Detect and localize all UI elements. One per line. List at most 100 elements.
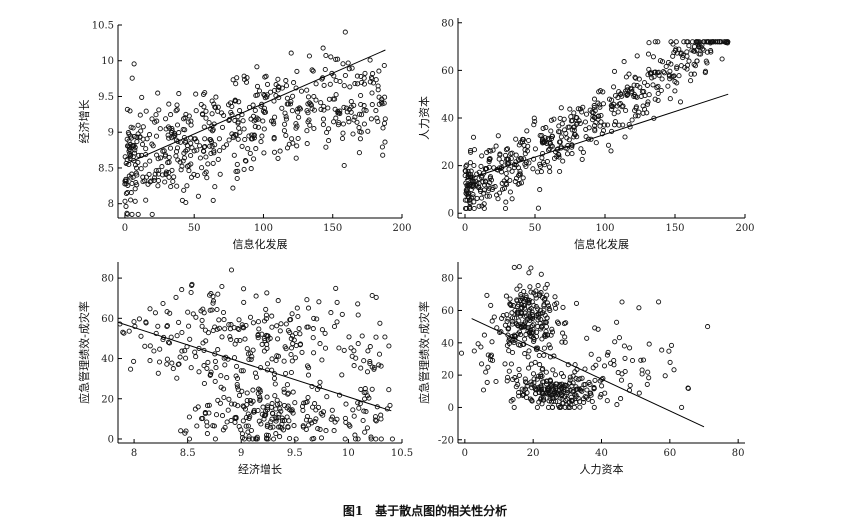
scatter-point [499,315,505,321]
scatter-point [612,339,618,345]
scatter-point [665,83,671,89]
scatter-point [597,104,603,110]
scatter-point [341,83,347,89]
scatter-point [204,431,210,437]
scatter-point [221,317,227,323]
scatter-point [317,379,323,385]
scatter-point [276,84,282,91]
scatter-point [283,321,289,327]
scatter-point [559,339,565,345]
scatter-point [127,151,133,157]
scatter-point [503,180,509,186]
scatter-point [547,345,553,351]
scatter-point [528,265,534,271]
scatter-point [259,341,265,347]
scatter-point [651,115,657,121]
scatter-point [273,431,279,437]
scatter-point [258,139,264,145]
scatter-point [565,389,571,396]
scatter-point [342,415,348,421]
scatter-point [186,436,193,442]
scatter-point [166,159,172,165]
scatter-point [368,116,374,122]
scatter-point [522,147,528,153]
scatter-point [556,404,562,410]
scatter-point [138,128,144,134]
scatter-point [576,386,582,392]
scatter-point [189,281,195,287]
scatter-point [591,384,597,391]
scatter-point [155,171,162,177]
scatter-point [529,309,535,315]
scatter-point [264,94,270,100]
scatter-point [221,394,227,401]
scatter-point [483,166,489,172]
scatter-point [350,407,356,413]
scatter-point [272,114,278,120]
scatter-point [181,116,187,122]
scatter-point [263,306,269,312]
scatter-point [306,117,312,123]
scatter-point [652,96,658,102]
scatter-point [255,319,261,325]
scatter-point [184,183,190,189]
scatter-point [569,383,575,389]
scatter-point [609,97,615,103]
scatter-point [305,110,311,116]
scatter-point [289,358,295,364]
scatter-point [485,188,491,194]
scatter-point [314,316,320,322]
scatter-point [241,299,247,305]
scatter-point [568,114,574,120]
scatter-point [253,146,259,152]
scatter-point [131,319,137,325]
scatter-point [557,115,563,121]
scatter-point [529,315,535,322]
scatter-point [577,387,584,393]
scatter-point [508,398,514,404]
scatter-point [640,110,646,116]
scatter-point [201,310,207,316]
scatter-point [485,352,491,358]
scatter-point [142,178,148,184]
scatter-point [598,112,604,119]
scatter-point [677,99,684,105]
scatter-point [251,135,257,141]
scatter-point [194,139,200,145]
scatter-point [129,171,135,177]
scatter-point [605,142,612,148]
scatter-point [570,373,576,379]
scatter-point [269,313,275,319]
scatter-point [376,68,382,74]
scatter-point [244,346,250,352]
scatter-point [285,391,291,397]
scatter-point [294,305,300,311]
scatter-point [592,377,598,383]
scatter-point [272,393,278,399]
scatter-point [546,342,552,348]
scatter-point [241,325,247,331]
scatter-point [250,320,256,326]
scatter-point [349,65,355,71]
scatter-point [128,148,134,154]
scatter-point [138,333,144,339]
scatter-point [275,76,281,82]
scatter-point [149,116,155,122]
scatter-point [235,136,241,142]
scatter-point [486,193,493,199]
scatter-point [149,211,155,217]
scatter-point [258,421,264,427]
scatter-point [355,312,361,318]
scatter-point [209,111,215,117]
scatter-point [495,196,501,202]
scatter-point [234,363,240,369]
scatter-point [674,64,680,70]
scatter-point [136,152,142,158]
scatter-point [170,366,176,372]
scatter-point [279,105,285,111]
scatter-point [318,435,325,441]
scatter-point [212,142,218,148]
scatter-point [139,94,145,100]
scatter-point [622,368,628,375]
scatter-point [351,413,357,419]
